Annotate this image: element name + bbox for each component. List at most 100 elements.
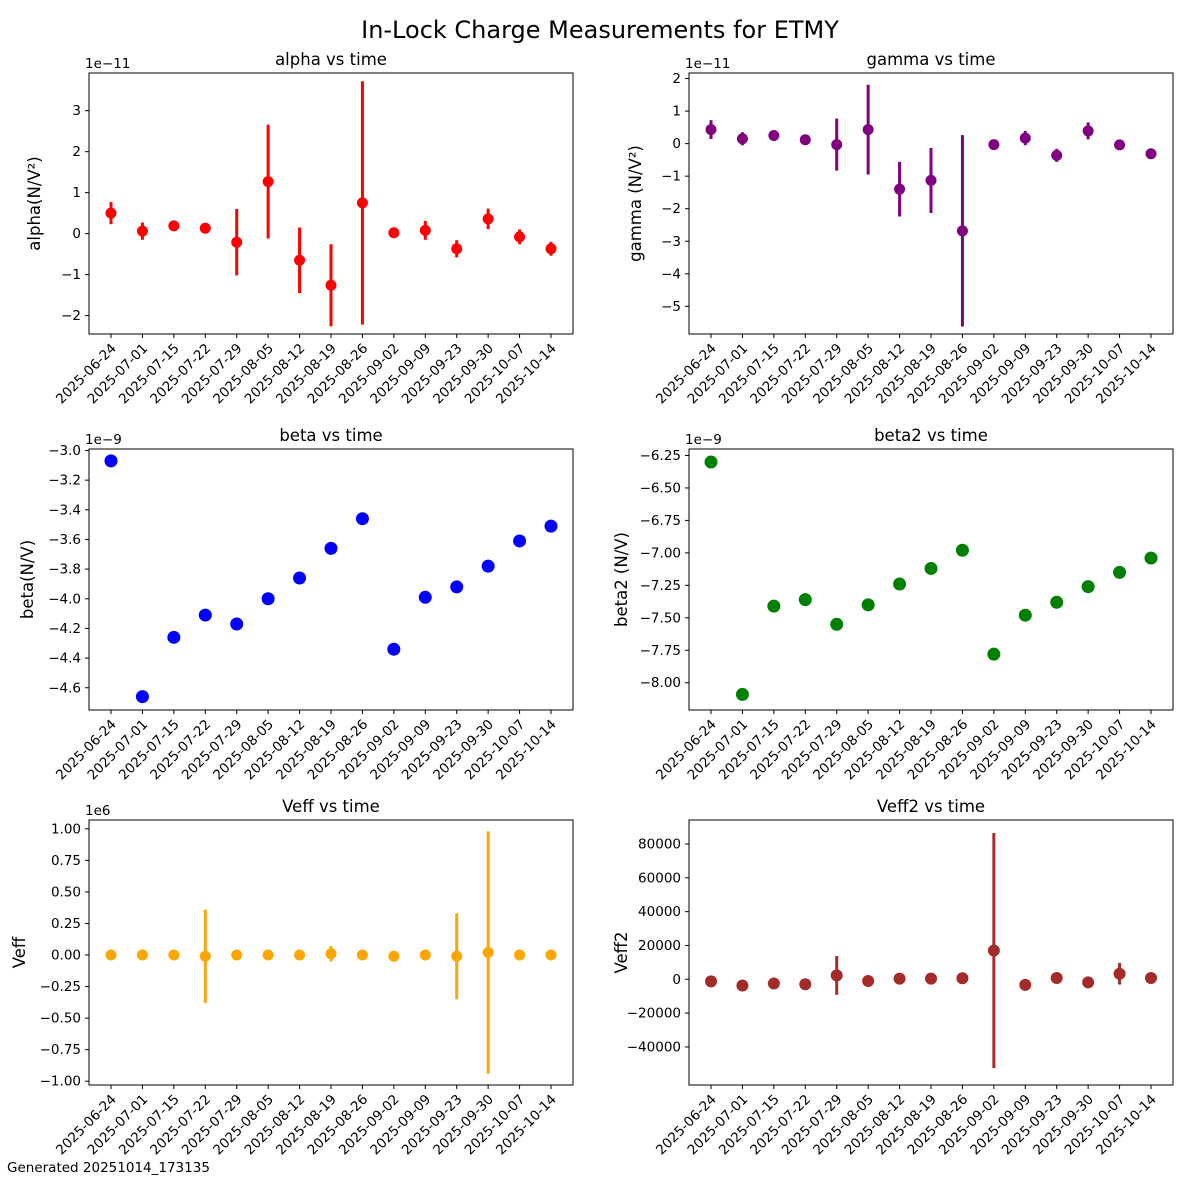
veff-ylabel: Veff	[10, 936, 29, 968]
y-tick-label: −8.00	[640, 675, 681, 691]
y-tick-label: −7.25	[640, 578, 681, 594]
y-tick-label: −0.50	[40, 1011, 81, 1027]
data-point	[1114, 139, 1126, 151]
y-tick-label: −4.0	[48, 591, 81, 607]
data-point	[987, 944, 1000, 957]
data-point	[1144, 551, 1158, 565]
alpha-subplot: 3210−1−22025-06-242025-07-012025-07-1520…	[25, 50, 574, 407]
data-point	[198, 608, 212, 622]
data-point	[1081, 580, 1095, 594]
data-point	[105, 207, 117, 219]
y-tick-label: −3.4	[48, 502, 81, 518]
data-point	[704, 455, 718, 469]
data-point	[261, 592, 275, 606]
y-tick-label: −2	[61, 308, 81, 324]
beta2-axes-frame	[688, 448, 1174, 711]
data-point	[451, 243, 463, 255]
y-tick-label: 3	[72, 103, 81, 119]
data-point	[262, 949, 274, 961]
veff-offset-label: 1e6	[85, 803, 110, 819]
data-point	[925, 972, 937, 985]
data-point	[1018, 608, 1032, 622]
y-tick-label: 2	[672, 71, 681, 87]
y-tick-label: −40000	[627, 1039, 681, 1055]
y-tick-label: 0	[672, 136, 681, 152]
y-tick-label: 0.25	[51, 916, 81, 932]
data-point	[136, 949, 148, 961]
y-tick-label: −7.50	[640, 610, 681, 626]
gamma-offset-label: 1e−11	[685, 56, 730, 72]
y-tick-label: −0.25	[40, 979, 81, 995]
data-point	[544, 519, 558, 533]
data-point	[514, 231, 526, 243]
data-point	[767, 599, 781, 613]
y-tick-label: −6.50	[640, 480, 681, 496]
y-tick-label: −0.75	[40, 1042, 81, 1058]
beta-ylabel: beta(N/V)	[18, 540, 37, 619]
data-point	[199, 222, 211, 234]
data-point	[736, 979, 749, 992]
y-tick-label: 0.00	[51, 948, 81, 964]
data-point	[104, 454, 118, 468]
y-tick-label: 0	[672, 972, 681, 988]
y-tick-label: −2	[661, 201, 681, 217]
gamma-ylabel: gamma (N/V²)	[626, 145, 645, 262]
data-point	[988, 139, 1000, 151]
beta2-ylabel: beta2 (N/V)	[612, 532, 631, 627]
veff2-ylabel: Veff2	[612, 931, 631, 973]
data-point	[168, 220, 180, 232]
data-point	[388, 950, 400, 962]
alpha-ylabel: alpha(N/V²)	[25, 156, 44, 250]
data-point	[862, 974, 875, 987]
data-point	[451, 950, 463, 962]
data-point	[767, 977, 780, 990]
data-point	[355, 512, 369, 526]
y-tick-label: −3.2	[48, 473, 81, 489]
data-point	[230, 617, 244, 631]
y-tick-label: −1	[61, 267, 81, 283]
y-tick-label: −3.0	[48, 443, 81, 459]
beta-subplot: −3.0−3.2−3.4−3.6−3.8−4.0−4.2−4.4−4.62025…	[18, 426, 574, 783]
y-tick-label: 2	[72, 144, 81, 160]
data-point	[735, 687, 749, 701]
data-point	[799, 978, 812, 991]
data-point	[545, 949, 557, 961]
y-tick-label: −4.4	[48, 651, 81, 667]
data-point	[199, 950, 211, 962]
data-point	[1145, 971, 1157, 984]
data-point	[736, 133, 748, 145]
data-point	[387, 642, 401, 656]
data-point	[925, 174, 937, 186]
data-point	[231, 949, 243, 961]
beta2-offset-label: 1e−9	[685, 432, 722, 448]
data-point	[1050, 595, 1064, 609]
data-point	[861, 598, 875, 612]
y-tick-label: −5	[661, 299, 681, 315]
gamma-subplot: 210−1−2−3−4−52025-06-242025-07-012025-07…	[626, 50, 1174, 407]
data-point	[293, 571, 307, 585]
data-point	[862, 124, 874, 136]
y-tick-label: −7.00	[640, 545, 681, 561]
y-tick-label: −4.6	[48, 680, 81, 696]
data-point	[894, 183, 906, 195]
y-tick-label: −6.25	[640, 448, 681, 464]
data-point	[168, 949, 180, 961]
data-point	[481, 559, 495, 573]
data-point	[1113, 565, 1127, 579]
data-point	[705, 124, 717, 136]
figure-title: In-Lock Charge Measurements for ETMY	[361, 16, 839, 44]
data-point	[294, 254, 306, 266]
data-point	[325, 279, 337, 291]
y-tick-label: 1	[72, 185, 81, 201]
y-tick-label: −20000	[627, 1006, 681, 1022]
data-point	[830, 617, 844, 631]
y-tick-label: −7.75	[640, 643, 681, 659]
beta-axes-frame	[88, 448, 574, 711]
data-point	[956, 972, 969, 985]
data-point	[1051, 149, 1063, 161]
beta2-title: beta2 vs time	[874, 426, 988, 445]
y-tick-label: 60000	[638, 870, 681, 886]
data-point	[135, 690, 149, 704]
data-point	[294, 949, 306, 961]
